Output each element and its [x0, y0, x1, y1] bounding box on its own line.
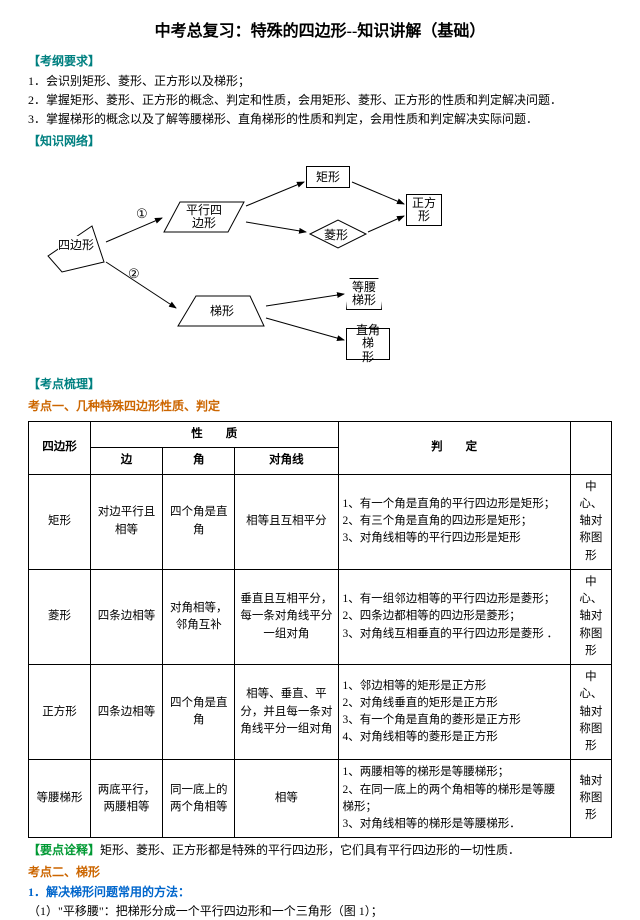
page-title: 中考总复习：特殊的四边形--知识讲解（基础）	[28, 20, 612, 44]
table-row: 矩形 对边平行且相等 四个角是直角 相等且互相平分 1、有一个角是直角的平行四边…	[29, 474, 612, 569]
kaodian-heading: 【考点梳理】	[28, 375, 612, 393]
yaodian-text: 矩形、菱形、正方形都是特殊的平行四边形，它们具有平行四边形的一切性质．	[100, 843, 520, 857]
cell-diag: 垂直且互相平分，每一条对角线平分一组对角	[235, 569, 338, 664]
cell-sym: 中心、轴对称图形	[570, 569, 611, 664]
th-prop: 性 质	[90, 422, 338, 448]
kaogang-heading: 【考纲要求】	[28, 52, 612, 70]
cell-name: 菱形	[29, 569, 91, 664]
cell-name: 矩形	[29, 474, 91, 569]
cell-judge: 1、两腰相等的梯形是等腰梯形； 2、在同一底上的两个角相等的梯形是等腰梯形； 3…	[338, 760, 570, 838]
cell-diag: 相等	[235, 760, 338, 838]
cell-side: 对边平行且相等	[90, 474, 162, 569]
table-row: 等腰梯形 两底平行，两腰相等 同一底上的两个角相等 相等 1、两腰相等的梯形是等…	[29, 760, 612, 838]
node-quadrilateral: 四边形	[58, 236, 94, 254]
cell-angle: 四个角是直角	[163, 665, 235, 760]
cell-judge: 1、有一个角是直角的平行四边形是矩形； 2、有三个角是直角的四边形是矩形； 3、…	[338, 474, 570, 569]
cell-sym: 中心、轴对称图形	[570, 474, 611, 569]
cell-angle: 同一底上的两个角相等	[163, 760, 235, 838]
node-parallelogram: 平行四 边形	[180, 204, 228, 230]
cell-sym: 中心、轴对称图形	[570, 665, 611, 760]
cell-angle: 对角相等，邻角互补	[163, 569, 235, 664]
table-row: 菱形 四条边相等 对角相等，邻角互补 垂直且互相平分，每一条对角线平分一组对角 …	[29, 569, 612, 664]
th-shape: 四边形	[29, 422, 91, 475]
cell-angle: 四个角是直角	[163, 474, 235, 569]
node-rhombus: 菱形	[324, 226, 348, 244]
cell-side: 四条边相等	[90, 569, 162, 664]
node-iso-trapezoid: 等腰 梯形	[346, 278, 382, 310]
node-square: 正方 形	[406, 194, 442, 226]
yaodian-label: 【要点诠释】	[28, 843, 100, 857]
yaodian-line: 【要点诠释】矩形、菱形、正方形都是特殊的平行四边形，它们具有平行四边形的一切性质…	[28, 841, 612, 859]
node-rectangle: 矩形	[306, 166, 350, 188]
kaogang-item-3: 3．掌握梯形的概念以及了解等腰梯形、直角梯形的性质和判定，会用性质和判定解决实际…	[28, 110, 612, 128]
knowledge-network-diagram: 四边形 ① ② 平行四 边形 矩形 菱形 正方 形 梯形 等腰 梯形 直角梯 形	[28, 154, 612, 369]
cell-side: 两底平行，两腰相等	[90, 760, 162, 838]
cell-diag: 相等、垂直、平分，并且每一条对角线平分一组对角	[235, 665, 338, 760]
cell-diag: 相等且互相平分	[235, 474, 338, 569]
cell-name: 正方形	[29, 665, 91, 760]
th-judge: 判 定	[338, 422, 570, 475]
th-diag: 对角线	[235, 448, 338, 474]
cell-side: 四条边相等	[90, 665, 162, 760]
label-one: ①	[136, 204, 148, 224]
properties-table: 四边形 性 质 判 定 边 角 对角线 矩形 对边平行且相等 四个角是直角 相等…	[28, 421, 612, 838]
table-row: 正方形 四条边相等 四个角是直角 相等、垂直、平分，并且每一条对角线平分一组对角…	[29, 665, 612, 760]
cell-name: 等腰梯形	[29, 760, 91, 838]
node-trapezoid: 梯形	[206, 302, 238, 320]
th-side: 边	[90, 448, 162, 474]
zhishi-heading: 【知识网络】	[28, 132, 612, 150]
kaogang-item-1: 1．会识别矩形、菱形、正方形以及梯形；	[28, 72, 612, 90]
th-angle: 角	[163, 448, 235, 474]
cell-sym: 轴对称图形	[570, 760, 611, 838]
label-two: ②	[128, 264, 140, 284]
cell-judge: 1、邻边相等的矩形是正方形 2、对角线垂直的矩形是正方形 3、有一个角是直角的菱…	[338, 665, 570, 760]
node-right-trapezoid: 直角梯 形	[346, 328, 390, 360]
kaogang-item-2: 2．掌握矩形、菱形、正方形的概念、判定和性质，会用矩形、菱形、正方形的性质和判定…	[28, 91, 612, 109]
method-title: 1．解决梯形问题常用的方法：	[28, 883, 612, 901]
kaodian1-heading: 考点一、几种特殊四边形性质、判定	[28, 397, 612, 415]
kaodian2-heading: 考点二、梯形	[28, 863, 612, 881]
th-sym	[570, 422, 611, 475]
cell-judge: 1、有一组邻边相等的平行四边形是菱形； 2、四条边都相等的四边形是菱形； 3、对…	[338, 569, 570, 664]
